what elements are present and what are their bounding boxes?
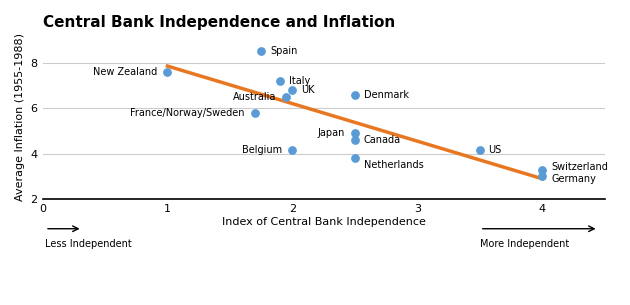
Point	[287, 148, 297, 153]
Text: New Zealand: New Zealand	[93, 67, 158, 77]
Point	[275, 78, 285, 83]
Point	[256, 49, 266, 54]
Text: France/Norway/Sweden: France/Norway/Sweden	[130, 108, 245, 118]
Point	[250, 110, 260, 115]
Point	[475, 148, 485, 153]
Text: Netherlands: Netherlands	[364, 160, 423, 170]
Text: Japan: Japan	[318, 128, 345, 138]
Point	[537, 174, 547, 179]
Point	[287, 88, 297, 92]
Point	[537, 167, 547, 172]
Text: Switzerland: Switzerland	[551, 162, 608, 172]
Text: Australia: Australia	[233, 92, 276, 102]
Point	[350, 131, 360, 136]
Text: US: US	[489, 145, 502, 155]
Text: Belgium: Belgium	[243, 145, 282, 155]
Point	[281, 94, 291, 99]
Text: Central Bank Independence and Inflation: Central Bank Independence and Inflation	[43, 15, 395, 30]
X-axis label: Index of Central Bank Independence: Index of Central Bank Independence	[222, 217, 426, 227]
Point	[350, 92, 360, 97]
Text: Less Independent: Less Independent	[45, 239, 132, 249]
Text: Denmark: Denmark	[364, 90, 409, 99]
Point	[350, 156, 360, 161]
Text: Spain: Spain	[270, 46, 297, 56]
Point	[350, 138, 360, 142]
Text: Canada: Canada	[364, 135, 401, 145]
Point	[163, 69, 173, 74]
Text: UK: UK	[301, 85, 314, 95]
Y-axis label: Average Inflation (1955-1988): Average Inflation (1955-1988)	[15, 33, 25, 201]
Text: Italy: Italy	[289, 76, 310, 86]
Text: More Independent: More Independent	[480, 239, 569, 249]
Text: Germany: Germany	[551, 174, 596, 184]
